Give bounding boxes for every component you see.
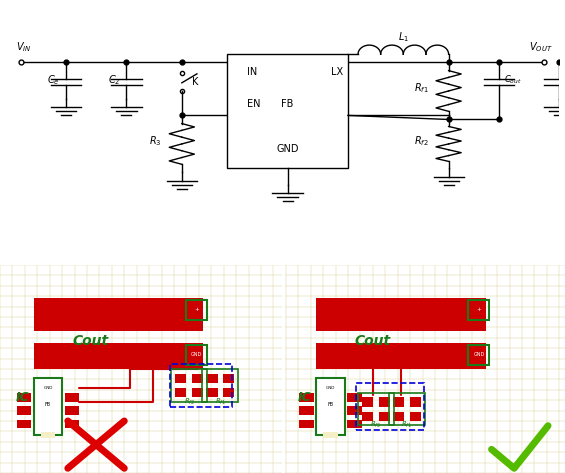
Bar	[316, 343, 486, 369]
Text: $C_4$: $C_4$	[564, 73, 565, 87]
Bar	[472, 350, 486, 362]
Text: $R_{f2}$: $R_{f2}$	[370, 420, 381, 430]
Bar	[299, 420, 314, 428]
Text: $C_2$: $C_2$	[108, 73, 120, 87]
FancyBboxPatch shape	[41, 432, 55, 438]
Text: IN: IN	[247, 67, 258, 77]
Bar	[299, 406, 314, 415]
Bar	[347, 393, 362, 402]
Bar	[189, 305, 203, 317]
Bar	[362, 412, 373, 421]
Text: $C_e$: $C_e$	[47, 73, 60, 87]
Text: IC: IC	[16, 391, 29, 404]
Bar	[410, 397, 421, 407]
Bar	[34, 298, 203, 331]
Text: FB: FB	[281, 99, 294, 109]
Bar	[316, 298, 486, 331]
Text: +: +	[194, 307, 199, 312]
Bar	[175, 374, 186, 383]
Text: $V_{OUT}$: $V_{OUT}$	[529, 41, 553, 54]
Bar	[17, 406, 31, 415]
Text: IC: IC	[298, 391, 312, 404]
Bar	[347, 406, 362, 415]
Text: $L_1$: $L_1$	[398, 30, 409, 44]
Text: $R_{f2}$: $R_{f2}$	[184, 396, 195, 407]
Text: $R_{f1}$: $R_{f1}$	[401, 420, 412, 430]
Bar	[65, 420, 79, 428]
Text: LX: LX	[331, 67, 343, 77]
Text: $R_{f1}$: $R_{f1}$	[215, 396, 226, 407]
Text: $V_{IN}$: $V_{IN}$	[16, 41, 31, 54]
Text: FB: FB	[45, 402, 51, 407]
Text: $R_{f1}$: $R_{f1}$	[414, 81, 428, 95]
Text: EN: EN	[247, 99, 261, 109]
Bar	[189, 350, 203, 362]
FancyBboxPatch shape	[316, 378, 345, 435]
Bar	[65, 393, 79, 402]
Text: $R_3$: $R_3$	[149, 134, 162, 148]
Bar	[410, 412, 421, 421]
Text: GND: GND	[473, 352, 485, 357]
Text: Cout: Cout	[72, 333, 108, 348]
Bar	[206, 374, 218, 383]
Bar	[17, 393, 31, 402]
Text: FB: FB	[328, 402, 333, 407]
Bar	[379, 397, 390, 407]
Text: GND: GND	[276, 144, 299, 154]
Bar	[223, 388, 234, 397]
Bar	[472, 305, 486, 317]
Text: GND: GND	[191, 352, 202, 357]
FancyBboxPatch shape	[34, 378, 62, 435]
Bar	[206, 388, 218, 397]
Bar	[192, 388, 203, 397]
Bar	[223, 374, 234, 383]
Bar	[393, 397, 404, 407]
Bar	[65, 406, 79, 415]
Text: Cout: Cout	[355, 333, 391, 348]
Bar	[34, 343, 203, 369]
Bar	[347, 420, 362, 428]
Bar	[299, 393, 314, 402]
Text: $R_{f2}$: $R_{f2}$	[414, 134, 428, 148]
Bar	[17, 420, 31, 428]
Text: +: +	[477, 307, 481, 312]
FancyBboxPatch shape	[323, 432, 338, 438]
Text: $C_{out}$: $C_{out}$	[504, 74, 521, 86]
Bar	[192, 374, 203, 383]
Bar	[362, 397, 373, 407]
Text: GND: GND	[44, 386, 53, 390]
Bar	[175, 388, 186, 397]
Bar	[393, 412, 404, 421]
Text: GND: GND	[326, 386, 335, 390]
FancyBboxPatch shape	[227, 54, 348, 168]
Text: K: K	[192, 77, 198, 87]
Bar	[379, 412, 390, 421]
